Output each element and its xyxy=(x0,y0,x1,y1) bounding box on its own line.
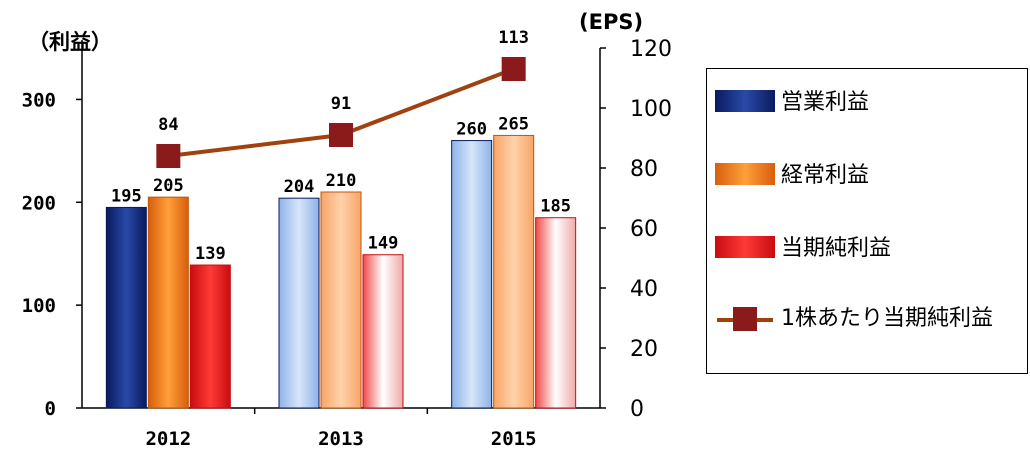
y-tick-label: 100 xyxy=(22,295,56,317)
left-axis-unit: （利益） xyxy=(28,30,112,54)
legend-swatch xyxy=(715,163,775,185)
eps-marker xyxy=(329,123,353,147)
legend-line-marker xyxy=(715,306,775,332)
eps-marker xyxy=(156,144,181,168)
eps-value-label: 91 xyxy=(331,94,351,114)
bar xyxy=(451,140,493,409)
bar-value-label: 185 xyxy=(540,197,571,217)
legend-swatch xyxy=(715,90,775,112)
legend-item-operating-profit: 営業利益 xyxy=(715,90,1017,116)
bar xyxy=(105,206,147,409)
legend-swatch xyxy=(715,236,775,258)
x-tick-label: 2012 xyxy=(145,428,191,450)
eps-marker xyxy=(501,57,526,81)
y2-tick-label: 120 xyxy=(630,37,672,62)
bar-value-label: 195 xyxy=(111,186,142,206)
bar-value-label: 139 xyxy=(195,244,226,264)
bar-value-label: 205 xyxy=(153,176,184,196)
bar xyxy=(535,217,577,409)
y2-tick-label: 100 xyxy=(630,97,672,122)
legend-label: 1株あたり当期純利益 xyxy=(781,306,993,331)
bar-value-label: 210 xyxy=(326,171,357,191)
bar xyxy=(189,264,231,409)
legend-label: 経常利益 xyxy=(781,163,870,188)
legend-item-ordinary-profit: 経常利益 xyxy=(715,163,1017,189)
y-tick-label: 300 xyxy=(22,89,56,111)
legend-item-eps: 1株あたり当期純利益 xyxy=(715,306,1017,332)
bar-value-label: 149 xyxy=(368,234,399,254)
right-axis-unit: (EPS) xyxy=(579,10,644,34)
y2-tick-label: 20 xyxy=(630,337,658,362)
legend-label: 営業利益 xyxy=(781,90,870,115)
chart-area: 0 100 200 300 0 20 40 60 80 100 120 2012 2013 2015 19… xyxy=(22,28,672,450)
legend-item-net-profit: 当期純利益 xyxy=(715,236,1017,262)
bar xyxy=(278,197,320,409)
y2-tick-label: 40 xyxy=(630,277,658,302)
y2-tick-label: 60 xyxy=(630,217,658,242)
eps-value-label: 84 xyxy=(158,115,178,135)
x-tick-label: 2015 xyxy=(491,428,537,450)
eps-value-label: 113 xyxy=(498,28,529,48)
y2-tick-label: 80 xyxy=(630,157,658,182)
bar-value-label: 260 xyxy=(456,120,487,140)
bar-value-label: 265 xyxy=(498,114,529,134)
legend: 営業利益 経常利益 当期純利益 1株あたり当期純利益 xyxy=(706,68,1028,374)
bar-value-label: 204 xyxy=(284,177,315,197)
bar xyxy=(320,191,362,409)
bar xyxy=(493,134,535,409)
x-tick-label: 2013 xyxy=(318,428,364,450)
y-tick-label: 200 xyxy=(22,192,56,214)
y2-tick-label: 0 xyxy=(630,397,644,422)
bar xyxy=(362,254,404,409)
legend-label: 当期純利益 xyxy=(781,236,892,261)
y-tick-label: 0 xyxy=(45,398,56,420)
bar xyxy=(147,196,189,409)
